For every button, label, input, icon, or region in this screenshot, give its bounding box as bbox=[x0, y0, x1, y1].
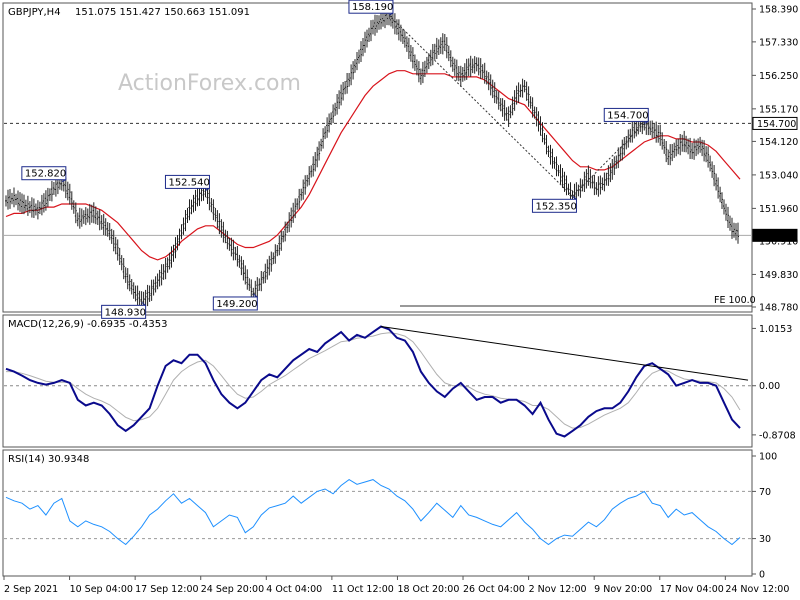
macd-signal-line bbox=[6, 332, 741, 429]
macd-panel-frame bbox=[2, 314, 753, 448]
annotation-label: 154.700 bbox=[607, 110, 648, 121]
annotation-box bbox=[212, 296, 258, 311]
annotation-box bbox=[21, 166, 67, 181]
x-tick-label: 24 Nov 12:00 bbox=[725, 584, 789, 595]
symbol-name: GBPJPY,H4 bbox=[8, 7, 61, 18]
annotation-label: 149.200 bbox=[216, 299, 257, 310]
macd-y-tick-label: 1.0153 bbox=[759, 324, 792, 335]
annotation-label: 152.540 bbox=[168, 177, 209, 188]
x-tick-label: 26 Oct 04:00 bbox=[463, 584, 525, 595]
price-y-tick-label: 149.830 bbox=[759, 270, 798, 281]
macd-title: MACD(12,26,9) -0.6935 -0.4353 bbox=[8, 319, 168, 330]
rsi-y-tick-label: 100 bbox=[759, 452, 777, 463]
price-y-tick-label: 150.910 bbox=[759, 236, 798, 247]
x-tick-label: 17 Sep 12:00 bbox=[135, 584, 198, 595]
rsi-level-lines bbox=[4, 490, 752, 540]
price-y-tick-label: 157.330 bbox=[759, 37, 798, 48]
current-price-axis-label: 151.091 bbox=[757, 231, 796, 242]
x-tick-label: 10 Sep 04:00 bbox=[70, 584, 133, 595]
x-tick-label: 24 Sep 20:00 bbox=[201, 584, 264, 595]
macd-series bbox=[5, 325, 749, 438]
rsi-y-tick-label: 0 bbox=[759, 570, 765, 581]
x-tick-label: 4 Oct 04:00 bbox=[266, 584, 322, 595]
price-y-tick-label: 156.250 bbox=[759, 71, 798, 82]
rsi-series bbox=[5, 479, 741, 546]
annotation-label: 148.930 bbox=[105, 307, 146, 318]
hline-axis-label-box bbox=[752, 116, 798, 130]
price-y-axis: 158.390 157.330 156.250 155.170 154.120 153.0… bbox=[752, 5, 798, 314]
annotation-box bbox=[348, 0, 394, 14]
x-tick-label: 17 Nov 04:00 bbox=[660, 584, 724, 595]
rsi-y-tick-label: 70 bbox=[759, 487, 771, 498]
x-tick-label: 9 Nov 20:00 bbox=[594, 584, 652, 595]
macd-y-tick-label: 0.00 bbox=[759, 381, 780, 392]
fibonacci-swing-line bbox=[388, 14, 573, 197]
watermark: ActionForex.com bbox=[118, 71, 301, 96]
macd-trendline bbox=[380, 325, 749, 381]
moving-average-line bbox=[5, 70, 741, 261]
price-y-tick-label: 158.390 bbox=[759, 5, 798, 16]
annotation-label: 158.190 bbox=[352, 2, 393, 13]
annotation-box bbox=[603, 107, 649, 122]
x-tick-label: 18 Oct 20:00 bbox=[397, 584, 459, 595]
macd-y-tick-label: -0.8708 bbox=[759, 430, 796, 441]
annotation-box bbox=[101, 304, 147, 319]
current-price-axis-label-box bbox=[752, 228, 798, 242]
price-y-tick-label: 151.960 bbox=[759, 204, 798, 215]
rsi-y-tick-label: 30 bbox=[759, 534, 771, 545]
ohlc-readout: 151.075 151.427 150.663 151.091 bbox=[75, 7, 250, 18]
annotation-box bbox=[164, 174, 210, 189]
price-y-tick-label: 148.780 bbox=[759, 303, 798, 314]
time-x-axis: 2 Sep 2021 10 Sep 04:00 17 Sep 12:00 24 Sep… bbox=[3, 576, 789, 595]
price-annotations: 152.820 148.930 152.540 149.200 158.190 152.3… bbox=[21, 0, 649, 319]
price-y-tick-label: 155.170 bbox=[759, 104, 798, 115]
rsi-y-axis: 100 70 30 0 bbox=[752, 452, 777, 581]
macd-line bbox=[5, 325, 741, 438]
fe-label: FE 100.0 bbox=[714, 295, 756, 306]
hline-axis-label: 154.700 bbox=[757, 119, 796, 130]
x-tick-label: 2 Sep 2021 bbox=[4, 584, 58, 595]
price-y-tick-label: 154.120 bbox=[759, 137, 798, 148]
rsi-line bbox=[5, 479, 741, 546]
price-series bbox=[5, 4, 739, 313]
fibonacci-swing-line bbox=[572, 123, 645, 197]
annotation-label: 152.350 bbox=[535, 201, 576, 212]
ma-line bbox=[5, 70, 741, 261]
macd-y-axis: 1.0153 0.00 -0.8708 bbox=[752, 324, 796, 441]
price-panel-frame bbox=[2, 2, 753, 313]
rsi-panel-frame bbox=[2, 449, 753, 577]
annotation-label: 152.820 bbox=[25, 169, 66, 180]
x-tick-label: 2 Nov 12:00 bbox=[529, 584, 587, 595]
rsi-title: RSI(14) 30.9348 bbox=[8, 454, 89, 465]
annotation-box bbox=[531, 198, 577, 213]
x-tick-label: 11 Oct 12:00 bbox=[332, 584, 394, 595]
price-y-tick-label: 153.040 bbox=[759, 170, 798, 181]
